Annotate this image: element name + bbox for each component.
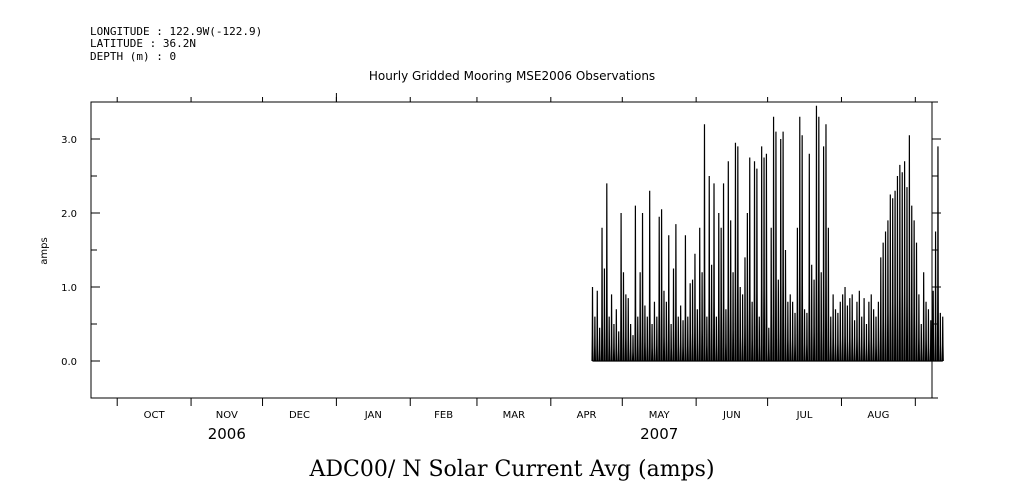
month-label: JUN [722,410,741,421]
y-tick-label: 0.0 [61,357,77,368]
month-label: DEC [289,410,310,421]
month-label: MAR [503,410,525,421]
month-label: FEB [434,410,453,421]
month-label: MAY [649,410,671,421]
month-labels: OCT NOV DEC JAN FEB MAR APR MAY JUN JUL AUG [144,410,890,421]
month-label: JAN [364,410,382,421]
year-labels: 2006 2007 [208,425,679,443]
y-tick-label: 2.0 [61,209,77,220]
month-label: APR [577,410,597,421]
header-longitude: LONGITUDE : 122.9W(-122.9) [90,25,262,38]
year-label: 2007 [640,425,678,443]
series-line [591,105,944,362]
year-label: 2006 [208,425,246,443]
plot-frame [90,101,933,399]
data-series [591,105,944,362]
month-label: OCT [144,410,166,421]
header-latitude: LATITUDE : 36.2N [90,37,196,50]
chart-title: Hourly Gridded Mooring MSE2006 Observati… [369,69,655,83]
x-axis [116,93,916,406]
month-label: NOV [216,410,238,421]
month-label: JUL [796,410,813,421]
y-axis-label: amps [39,237,50,264]
x-axis-label: ADC00/ N Solar Current Avg (amps) [308,457,714,482]
header-depth: DEPTH (m) : 0 [90,50,176,63]
y-tick-label: 3.0 [61,135,77,146]
y-tick-label: 1.0 [61,283,77,294]
month-label: AUG [867,410,889,421]
